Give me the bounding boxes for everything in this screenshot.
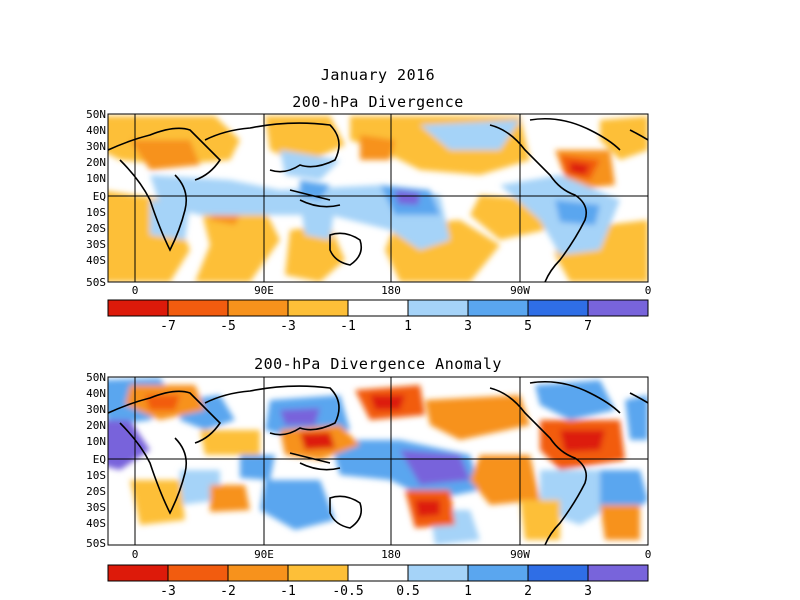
svg-text:20N: 20N [86,156,106,169]
anomaly-map: 50N 40N 30N 20N 10N EQ 10S 20S 30S 40S 5… [86,371,651,599]
svg-text:0: 0 [645,548,652,561]
panel1-title: 200-hPa Divergence [292,93,464,111]
svg-text:50N: 50N [86,108,106,121]
svg-text:90W: 90W [510,548,530,561]
lat-labels-2: 50N 40N 30N 20N 10N EQ 10S 20S 30S 40S 5… [86,371,106,550]
svg-text:90W: 90W [510,284,530,297]
colorbar-label: 1 [464,584,472,599]
colorbar-swatch [587,299,649,317]
colorbar-label: -7 [160,319,176,334]
lon-labels-1: 0 90E 180 90W 0 [132,284,652,297]
colorbar-swatch [167,564,229,582]
svg-text:0: 0 [132,284,139,297]
svg-text:90E: 90E [254,548,274,561]
colorbar-divergence: -7 -5 -3 -1 1 3 5 7 [107,299,649,334]
colorbar-swatch [407,564,469,582]
colorbar-swatch [467,299,529,317]
colorbar-label: 0.5 [396,584,419,599]
svg-text:10N: 10N [86,172,106,185]
svg-text:40S: 40S [86,517,106,530]
colorbar-label: -0.5 [332,584,363,599]
colorbar-swatch [347,299,409,317]
map-frame [107,113,649,283]
svg-text:10N: 10N [86,435,106,448]
colorbar-label: -1 [280,584,296,599]
panel2-title: 200-hPa Divergence Anomaly [254,355,502,373]
grid-lines [108,377,648,545]
colorbar-swatch [467,564,529,582]
colorbar-swatch [587,564,649,582]
svg-text:20N: 20N [86,419,106,432]
grid-lines [108,114,648,282]
svg-text:50S: 50S [86,276,106,289]
svg-text:30S: 30S [86,238,106,251]
colorbar-swatch [287,299,349,317]
svg-text:10S: 10S [86,469,106,482]
colorbar-label: 1 [404,319,412,334]
anomaly-shading [108,378,648,545]
svg-text:90E: 90E [254,284,274,297]
svg-text:50S: 50S [86,537,106,550]
svg-text:0: 0 [645,284,652,297]
divergence-shading [108,116,648,282]
svg-text:30N: 30N [86,403,106,416]
map-frame [107,376,649,546]
colorbar-swatch [227,564,289,582]
lon-labels-2: 0 90E 180 90W 0 [132,548,652,561]
colorbar-anomaly: -3 -2 -1 -0.5 0.5 1 2 3 [107,564,649,599]
colorbar-label: 3 [464,319,472,334]
colorbar-label: -5 [220,319,236,334]
svg-text:40N: 40N [86,387,106,400]
colorbar-label: 2 [524,584,532,599]
colorbar-label: -1 [340,319,356,334]
svg-text:10S: 10S [86,206,106,219]
svg-text:180: 180 [381,284,401,297]
colorbar-label: -3 [280,319,296,334]
colorbar-label: 5 [524,319,532,334]
svg-text:20S: 20S [86,485,106,498]
svg-text:EQ: EQ [93,453,106,466]
svg-text:50N: 50N [86,371,106,384]
svg-text:30S: 30S [86,501,106,514]
colorbar-swatch [167,299,229,317]
colorbar-label: -2 [220,584,236,599]
colorbar-swatch [407,299,469,317]
colorbar-label: 7 [584,319,592,334]
colorbar-swatch [527,299,589,317]
svg-text:EQ: EQ [93,190,106,203]
colorbar-label: 3 [584,584,592,599]
colorbar-swatch [107,299,169,317]
colorbar-swatch [227,299,289,317]
colorbar-swatch [527,564,589,582]
coastlines [108,380,648,545]
svg-text:30N: 30N [86,140,106,153]
lat-labels-1: 50N 40N 30N 20N 10N EQ 10S 20S 30S 40S 5… [86,108,106,289]
divergence-map: 50N 40N 30N 20N 10N EQ 10S 20S 30S 40S 5… [86,108,651,334]
svg-text:0: 0 [132,548,139,561]
svg-text:20S: 20S [86,222,106,235]
colorbar-swatch [347,564,409,582]
colorbar-swatch [107,564,169,582]
svg-text:180: 180 [381,548,401,561]
colorbar-label: -3 [160,584,176,599]
figure-title: January 2016 [320,66,436,84]
svg-text:40N: 40N [86,124,106,137]
svg-text:40S: 40S [86,254,106,267]
coastlines [108,117,648,282]
colorbar-swatch [287,564,349,582]
